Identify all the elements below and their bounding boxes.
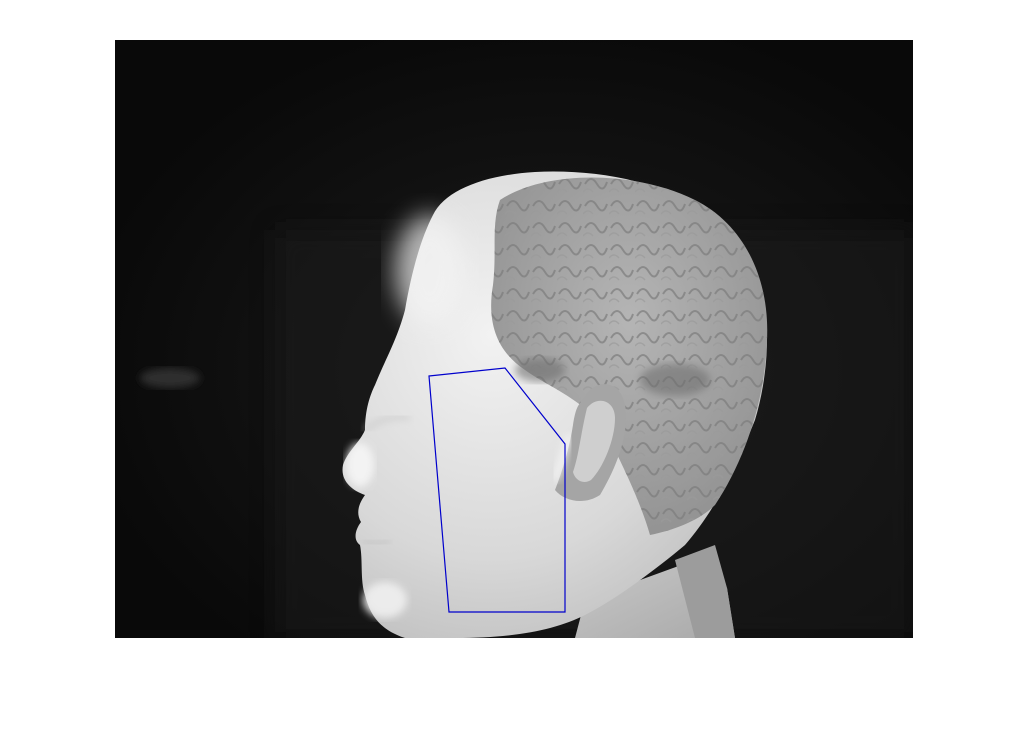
roi-polygon[interactable] bbox=[428, 367, 566, 613]
image-axes bbox=[115, 40, 913, 638]
thermal-image bbox=[115, 40, 913, 638]
